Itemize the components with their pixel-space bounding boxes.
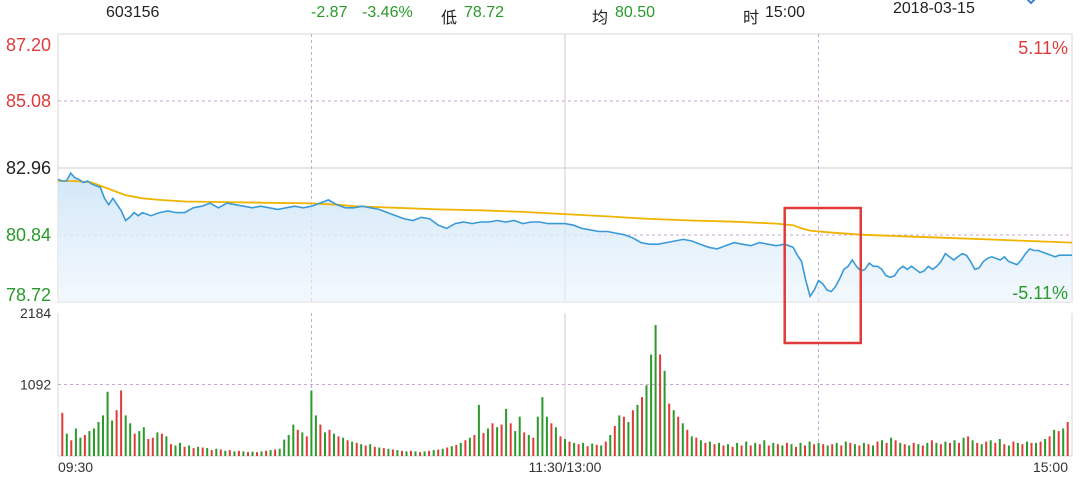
volume-tick-label: 1092: [20, 377, 51, 393]
percent-tick-label: 5.11%: [1018, 38, 1068, 58]
percent-tick-label: -5.11%: [1012, 283, 1068, 303]
time-value: 15:00: [765, 4, 806, 21]
low-value: 78.72: [464, 4, 505, 21]
axis-labels: 87.20 85.08 82.96 80.84 78.72 5.11% -5.11% 2184…: [6, 35, 1068, 475]
price-tick-label: 87.20: [6, 35, 51, 55]
close-icon[interactable]: [1018, 0, 1044, 10]
average-label: 均: [592, 10, 609, 27]
time-tick-label: 15:00: [1033, 459, 1068, 475]
time-tick-label: 09:30: [58, 459, 93, 475]
stock-code: 603156: [106, 4, 160, 21]
quote-header: 603156 -2.87 -3.46% 低 78.72 均 80.50 时 15…: [0, 0, 1080, 27]
drop-highlight-rect: [783, 206, 863, 345]
volume-bars: [61, 325, 1069, 456]
price-series-line: [57, 171, 1072, 299]
average-price-line: [58, 180, 1073, 244]
price-area-fill: [58, 173, 1072, 302]
price-tick-label: 82.96: [6, 158, 51, 178]
price-tick-label: 78.72: [6, 285, 51, 305]
time-label: 时: [743, 10, 760, 27]
low-label: 低: [441, 10, 458, 27]
average-series-line: [58, 180, 1073, 244]
price-change: -2.87: [311, 4, 348, 21]
volume-tick-label: 2184: [20, 305, 51, 321]
average-value: 80.50: [615, 4, 656, 21]
price-area: [58, 173, 1072, 302]
trade-date: 2018-03-15: [893, 0, 975, 17]
time-tick-label: 11:30/13:00: [529, 459, 602, 475]
price-tick-label: 80.84: [6, 225, 51, 245]
price-line: [57, 171, 1072, 299]
price-tick-label: 85.08: [6, 91, 51, 111]
price-change-percent: -3.46%: [362, 4, 413, 21]
highlight-box: [783, 206, 863, 345]
